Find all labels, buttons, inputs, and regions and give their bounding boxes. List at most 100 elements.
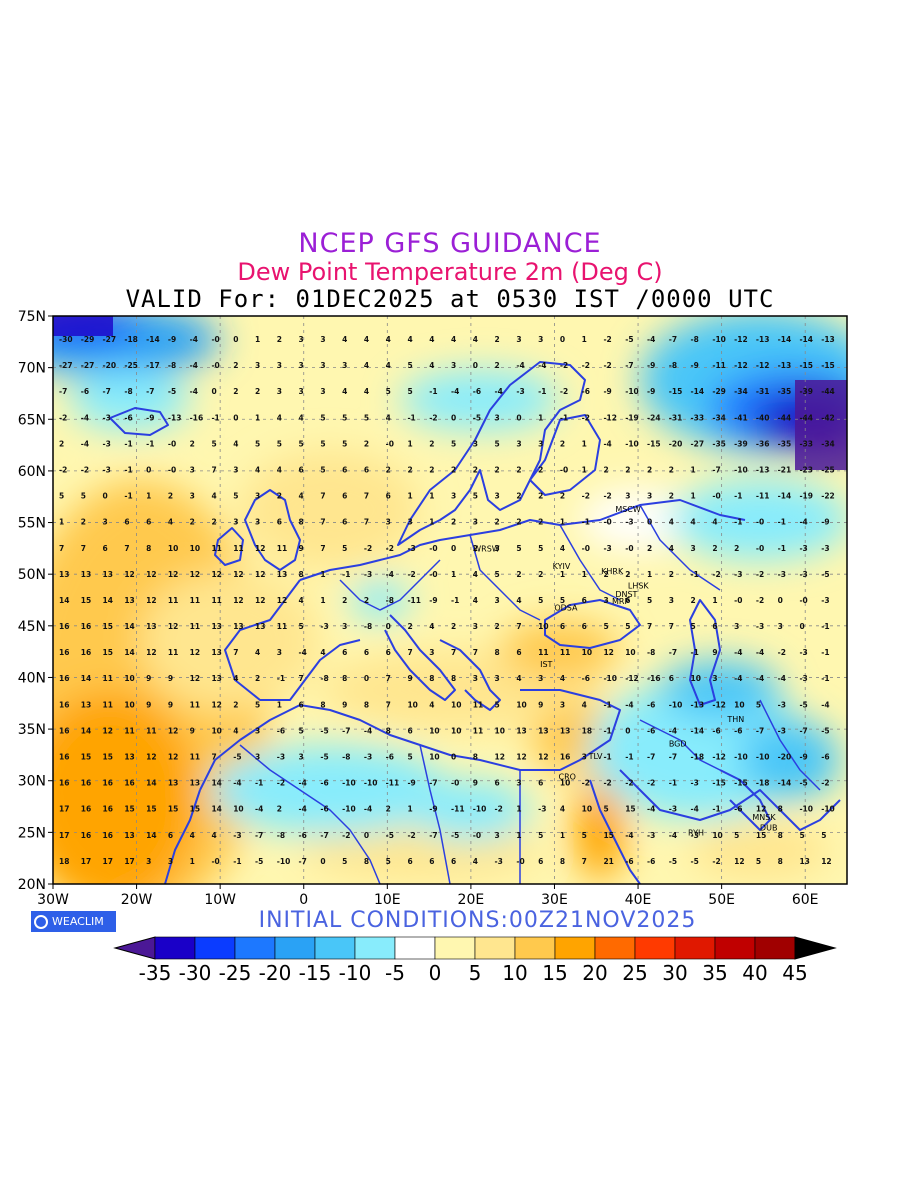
grid-value: -0 (516, 857, 524, 866)
grid-value: 2 (538, 518, 543, 527)
lat-label: 35N (18, 722, 46, 738)
grid-value: 2 (669, 492, 674, 501)
grid-value: -0 (603, 518, 611, 527)
grid-value: 5 (495, 570, 500, 579)
grid-value: 4 (233, 674, 238, 683)
grid-value: 12 (233, 596, 243, 605)
grid-value: 2 (364, 596, 369, 605)
colorbar-label: 25 (622, 961, 647, 985)
grid-value: 5 (255, 700, 260, 709)
grid-value: 10 (516, 700, 526, 709)
grid-value: 3 (473, 674, 478, 683)
grid-value: -2 (81, 465, 89, 474)
grid-value: -13 (821, 335, 835, 344)
grid-value: 2 (516, 465, 521, 474)
grid-value: 13 (124, 596, 134, 605)
grid-value: 5 (364, 413, 369, 422)
grid-value: 12 (821, 857, 831, 866)
grid-value: 14 (59, 596, 69, 605)
grid-value: 6 (538, 779, 543, 788)
grid-value: -2 (778, 648, 786, 657)
grid-value: -4 (299, 779, 307, 788)
grid-value: 3 (516, 439, 521, 448)
grid-value: 4 (233, 726, 238, 735)
grid-value: 4 (712, 518, 717, 527)
grid-value: -11 (407, 596, 421, 605)
grid-value: -1 (277, 674, 285, 683)
colorbar-bin (474, 936, 516, 960)
grid-value: 13 (560, 726, 570, 735)
grid-value: 5 (299, 622, 304, 631)
grid-value: 2 (712, 544, 717, 553)
grid-value: 11 (233, 544, 243, 553)
grid-value: -6 (647, 700, 655, 709)
grid-value: -3 (277, 753, 285, 762)
grid-value: 3 (560, 700, 565, 709)
grid-value: 6 (364, 648, 369, 657)
grid-value: -25 (821, 465, 835, 474)
grid-value: 8 (495, 648, 500, 657)
city-label: DUB (760, 823, 778, 832)
grid-value: 16 (59, 753, 69, 762)
grid-value: 11 (124, 726, 134, 735)
grid-value: -4 (516, 361, 524, 370)
grid-value: -8 (364, 622, 372, 631)
grid-value: 13 (190, 779, 200, 788)
grid-value: -6 (625, 857, 633, 866)
grid-value: -1 (146, 439, 154, 448)
grid-value: 7 (669, 622, 674, 631)
grid-value: 5 (451, 439, 456, 448)
grid-value: 9 (342, 700, 347, 709)
grid-value: -19 (625, 413, 639, 422)
grid-value: -0 (756, 518, 764, 527)
grid-value: 12 (233, 570, 243, 579)
grid-value: 3 (473, 439, 478, 448)
grid-value: -3 (799, 570, 807, 579)
valid-time: VALID For: 01DEC2025 at 0530 IST /0000 U… (125, 285, 775, 313)
grid-value: -6 (582, 674, 590, 683)
grid-value: 12 (124, 570, 134, 579)
grid-value: -4 (190, 335, 198, 344)
grid-value: 4 (233, 439, 238, 448)
grid-value: 3 (255, 726, 260, 735)
grid-value: 5 (277, 439, 282, 448)
grid-value: 5 (407, 361, 412, 370)
grid-value: 13 (277, 570, 287, 579)
grid-value: 5 (734, 831, 739, 840)
grid-value: -3 (625, 518, 633, 527)
grid-value: -17 (146, 361, 160, 370)
grid-value: -15 (799, 361, 813, 370)
lat-label: 70N (18, 361, 46, 377)
colorbar-bin (434, 936, 476, 960)
colorbar-label: 15 (542, 961, 567, 985)
grid-value: -2 (821, 779, 829, 788)
grid-value: -12 (734, 361, 748, 370)
grid-value: 3 (386, 518, 391, 527)
grid-value: 6 (299, 700, 304, 709)
grid-value: -2 (647, 779, 655, 788)
grid-value: 3 (495, 492, 500, 501)
grid-value: 11 (190, 700, 200, 709)
grid-value: 3 (647, 492, 652, 501)
grid-value: 0 (625, 726, 630, 735)
grid-value: 2 (429, 439, 434, 448)
grid-value: -11 (756, 492, 770, 501)
grid-value: 2 (473, 544, 478, 553)
grid-value: 4 (386, 335, 391, 344)
grid-value: 2 (451, 622, 456, 631)
grid-value: 4 (364, 361, 369, 370)
grid-value: 14 (211, 805, 221, 814)
grid-value: 13 (146, 622, 156, 631)
grid-value: 10 (407, 700, 417, 709)
grid-value: 3 (190, 492, 195, 501)
grid-value: -1 (778, 544, 786, 553)
grid-value: -4 (538, 361, 546, 370)
grid-value: -10 (364, 779, 378, 788)
lon-label: 10W (204, 892, 236, 908)
grid-value: -25 (124, 361, 138, 370)
grid-value: 9 (146, 674, 151, 683)
grid-value: 3 (255, 361, 260, 370)
chart-title: NCEP GFS GUIDANCE (298, 228, 602, 259)
grid-value: 3 (299, 387, 304, 396)
grid-value: -1 (669, 779, 677, 788)
